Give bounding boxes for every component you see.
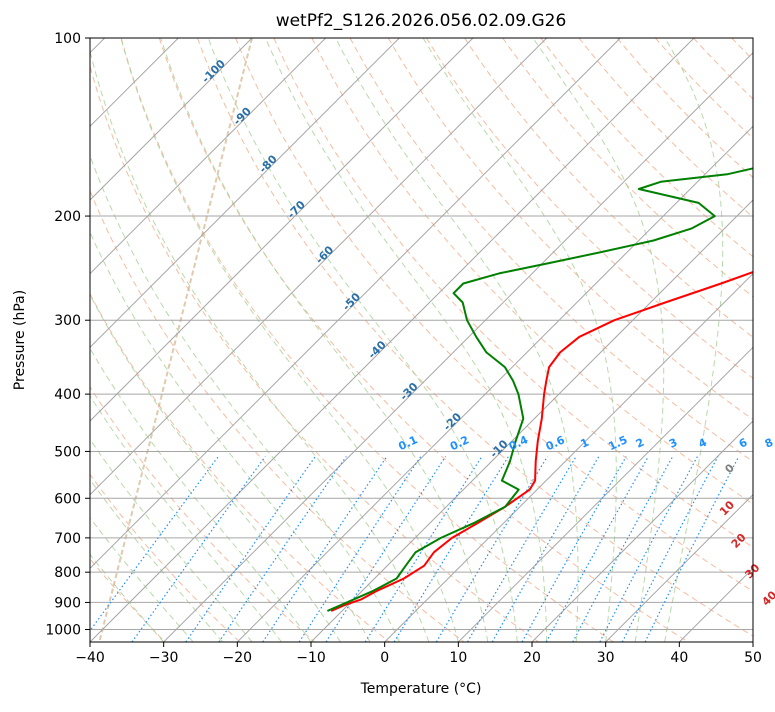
chart-title: wetPf2_S126.2026.056.02.09.G26	[276, 11, 567, 31]
y-tick-label: 1000	[45, 623, 81, 639]
x-tick-label: −20	[223, 650, 253, 666]
y-tick-label: 700	[54, 531, 81, 547]
y-tick-label: 500	[54, 444, 81, 460]
x-tick-label: 20	[523, 650, 541, 666]
y-tick-label: 400	[54, 387, 81, 403]
x-tick-label: 10	[449, 650, 467, 666]
y-tick-label: 100	[54, 31, 81, 47]
y-tick-label: 200	[54, 209, 81, 225]
x-tick-label: 50	[744, 650, 762, 666]
y-tick-label: 600	[54, 491, 81, 507]
x-tick-label: −10	[296, 650, 326, 666]
x-tick-label: 40	[670, 650, 688, 666]
x-tick-label: −40	[75, 650, 105, 666]
x-tick-label: 0	[380, 650, 389, 666]
y-tick-label: 900	[54, 595, 81, 611]
y-axis-label: Pressure (hPa)	[12, 290, 28, 390]
x-tick-label: −30	[149, 650, 179, 666]
y-tick-label: 300	[54, 313, 81, 329]
y-tick-label: 800	[54, 565, 81, 581]
x-axis-label: Temperature (°C)	[360, 681, 482, 697]
x-tick-label: 30	[597, 650, 615, 666]
